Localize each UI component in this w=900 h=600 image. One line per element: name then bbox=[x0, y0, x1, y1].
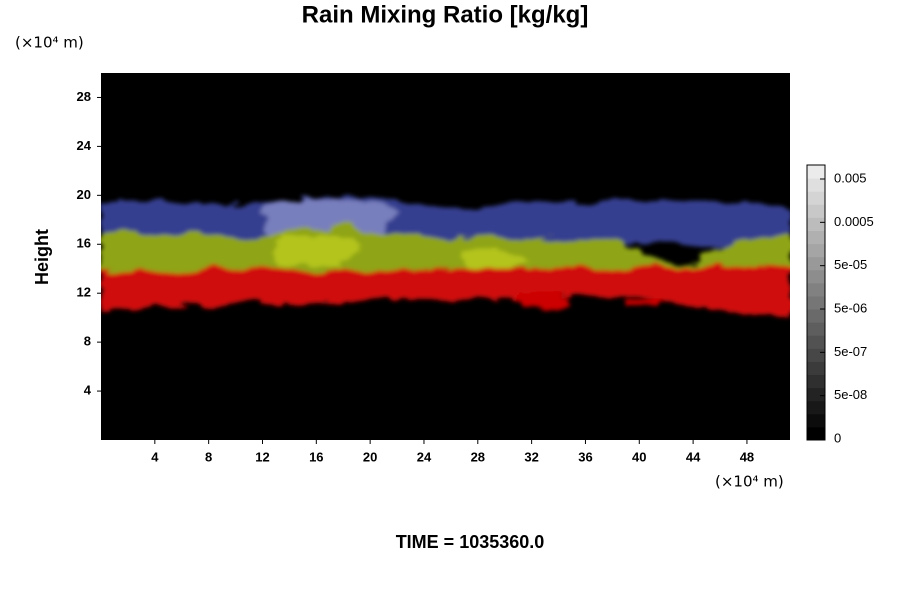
x-tick-label: 20 bbox=[363, 449, 377, 464]
colorbar-step bbox=[807, 243, 825, 258]
y-tick-label: 12 bbox=[77, 285, 91, 300]
colorbar-step bbox=[807, 204, 825, 218]
y-tick-label: 8 bbox=[84, 334, 91, 349]
colorbar-step bbox=[807, 335, 825, 349]
colorbar-step bbox=[807, 191, 825, 205]
y-tick-label: 20 bbox=[77, 187, 91, 202]
colorbar-step bbox=[807, 295, 825, 310]
colorbar-step bbox=[807, 217, 825, 231]
colorbar-step bbox=[807, 426, 825, 441]
footer: TIME = 1035360.0 bbox=[396, 532, 545, 552]
chart-title: Rain Mixing Ratio [kg/kg] bbox=[302, 1, 589, 28]
colorbar-tick-label: 0.005 bbox=[834, 170, 867, 185]
x-tick-label: 12 bbox=[255, 449, 269, 464]
colorbar-step bbox=[807, 322, 825, 336]
y-unit: (×10⁴ m) bbox=[15, 34, 84, 52]
x-tick-label: 4 bbox=[151, 449, 159, 464]
colorbar-step bbox=[807, 309, 825, 323]
colorbar-tick-label: 5e-05 bbox=[834, 257, 867, 272]
field-image bbox=[101, 196, 790, 316]
colorbar-tick-label: 0 bbox=[834, 430, 841, 445]
colorbar-step bbox=[807, 165, 825, 179]
x-tick-label: 8 bbox=[205, 449, 212, 464]
y-tick-label: 4 bbox=[84, 383, 92, 398]
colorbar-step bbox=[807, 361, 825, 376]
colorbar-step bbox=[807, 387, 825, 402]
colorbar-step bbox=[807, 374, 825, 389]
colorbar-tick-label: 5e-06 bbox=[834, 300, 867, 315]
colorbar-step bbox=[807, 282, 825, 297]
colorbar-step bbox=[807, 269, 825, 284]
colorbar-frame bbox=[806, 164, 826, 441]
y-tick-label: 24 bbox=[77, 138, 92, 153]
colorbar-tick-label: 5e-08 bbox=[834, 387, 867, 402]
colorbar-step bbox=[807, 230, 825, 245]
x-tick-label: 44 bbox=[686, 449, 701, 464]
x-tick-label: 36 bbox=[578, 449, 592, 464]
x-tick-label: 24 bbox=[417, 449, 432, 464]
colorbar-step bbox=[807, 413, 825, 428]
y-tick-label: 28 bbox=[77, 89, 91, 104]
colorbar-tick-label: 0.0005 bbox=[834, 214, 874, 229]
x-tick-label: 28 bbox=[471, 449, 485, 464]
x-tick-label: 40 bbox=[632, 449, 646, 464]
x-unit: (×10⁴ m) bbox=[715, 473, 784, 491]
colorbar-step bbox=[807, 256, 825, 271]
colorbar-step bbox=[807, 178, 825, 192]
x-tick-label: 48 bbox=[740, 449, 754, 464]
colorbar-step bbox=[807, 348, 825, 362]
colorbar-step bbox=[807, 400, 825, 415]
x-tick-label: 16 bbox=[309, 449, 323, 464]
y-tick-label: 16 bbox=[77, 236, 91, 251]
y-axis-label: Height bbox=[32, 229, 52, 285]
colorbar-tick-label: 5e-07 bbox=[834, 344, 867, 359]
x-tick-label: 32 bbox=[524, 449, 538, 464]
